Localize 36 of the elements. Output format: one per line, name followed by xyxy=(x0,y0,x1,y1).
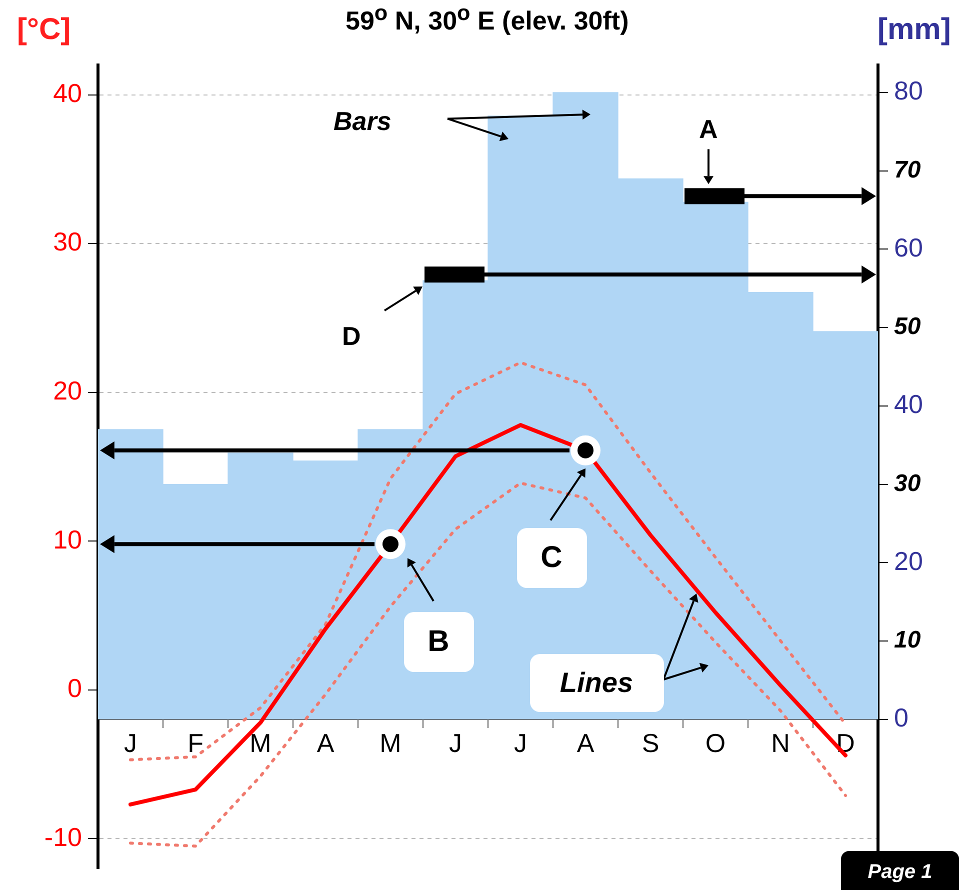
y2-tick-label: 40 xyxy=(894,389,923,420)
y2-tick-label: 10 xyxy=(894,626,922,654)
y-tick-label: 0 xyxy=(68,673,82,704)
x-tick-label: M xyxy=(380,728,402,758)
x-tick-label: N xyxy=(771,728,790,758)
x-tick-label: O xyxy=(705,728,726,758)
y2-tick-label: 30 xyxy=(894,470,922,497)
x-tick-label: J xyxy=(514,728,527,758)
y2-tick-label: 0 xyxy=(894,702,908,733)
y2-axis-title: [mm] xyxy=(878,13,951,47)
x-tick-label: A xyxy=(576,728,595,758)
annotation: Lines xyxy=(530,654,664,712)
y2-tick-label: 80 xyxy=(894,76,923,106)
x-tick-label: F xyxy=(188,728,204,758)
y-tick-label: 20 xyxy=(53,375,82,406)
y2-tick-label: 20 xyxy=(894,546,923,576)
chart-title: 59$^{o}$ N, 30$^{o}$ E (elev. 30ft) xyxy=(346,0,629,36)
y-tick-label: 30 xyxy=(53,226,82,257)
annotation: Bars xyxy=(334,106,392,138)
x-tick-label: S xyxy=(642,728,660,758)
x-tick-label: J xyxy=(124,728,137,758)
annotation: D xyxy=(342,321,361,352)
annotation: A xyxy=(699,114,718,145)
y-axis-title: [°C] xyxy=(17,13,71,47)
y2-tick-label: 60 xyxy=(894,232,923,262)
x-tick-label: M xyxy=(250,728,272,758)
x-tick-label: A xyxy=(316,728,335,758)
y2-tick-label: 50 xyxy=(894,313,922,340)
annotation: B xyxy=(404,612,474,672)
y-tick-label: 40 xyxy=(53,78,82,108)
annotation: Page 1 xyxy=(841,851,959,890)
y-tick-label: 10 xyxy=(53,524,82,554)
y-tick-label: -10 xyxy=(44,822,82,852)
y2-tick-label: 70 xyxy=(894,156,922,184)
annotation: C xyxy=(516,528,586,588)
x-tick-label: J xyxy=(449,728,462,758)
